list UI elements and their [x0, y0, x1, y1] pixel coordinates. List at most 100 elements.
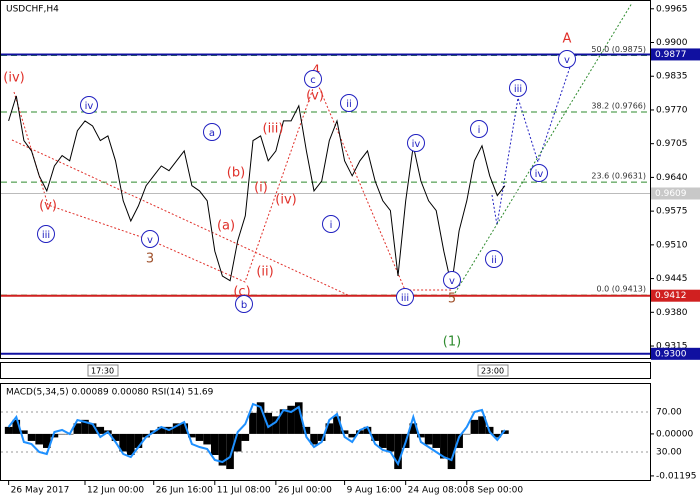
last-price-box [651, 187, 700, 200]
histogram-bar [432, 433, 441, 448]
histogram-bar [333, 416, 341, 434]
wave-label: iii [514, 84, 522, 95]
wave-label: (v) [306, 89, 324, 104]
histogram-bar [302, 426, 311, 434]
wave-circle [340, 94, 358, 112]
wave-circle [322, 215, 340, 233]
histogram-bar [233, 433, 242, 452]
wave-label: b [241, 300, 247, 311]
x-tick-label: 8 Sep 00:00 [469, 486, 524, 496]
strip-box [477, 364, 509, 377]
wave-circle [37, 225, 55, 243]
wave-label: (iv) [275, 193, 296, 208]
x-tick-label: 11 Jul 08:00 [217, 486, 271, 496]
wave-circle [80, 96, 98, 114]
histogram-bar [4, 426, 13, 434]
fib-label: 38.2 (0.9766) [591, 102, 646, 111]
histogram-bar [325, 423, 334, 434]
y-tick-label: 0.9315 [656, 342, 688, 352]
chart-title: USDCHF,H4 [6, 5, 59, 15]
histogram-bar [462, 433, 471, 435]
x-tick-label: 24 Aug 08:00 [408, 486, 469, 496]
histogram-bar [493, 433, 502, 438]
y-tick-label: 0.9510 [656, 240, 688, 250]
histogram-bar [501, 430, 509, 434]
histogram-bar [226, 433, 234, 470]
histogram-bar [218, 433, 227, 466]
fib-label: 0.0 (0.9413) [597, 285, 647, 294]
histogram-bar [241, 433, 250, 441]
forecast-path [491, 66, 571, 226]
wave-circle [407, 134, 425, 152]
histogram-bar [386, 433, 395, 452]
wave-circle [485, 250, 503, 268]
wave-label: (iii) [263, 122, 284, 137]
wave-label: i [330, 220, 333, 231]
wave-circle [396, 288, 414, 306]
wave-label: A [563, 32, 572, 47]
histogram-bar [256, 402, 265, 434]
wave-circle [509, 79, 527, 97]
y-tick-label: 0.9380 [656, 308, 688, 318]
level-box [651, 289, 700, 302]
histogram-bar [272, 416, 280, 434]
histogram-bar [478, 416, 486, 434]
histogram-bar [157, 426, 166, 434]
y-tick-label: 0.9445 [656, 274, 688, 284]
strip-label: 17:30 [91, 367, 114, 376]
x-tick-label: 26 May 2017 [11, 486, 70, 496]
wave-circle [141, 230, 159, 248]
histogram-bar [35, 433, 43, 445]
histogram-bar [264, 412, 273, 434]
histogram-bar [12, 419, 21, 434]
histogram-bar [378, 433, 387, 448]
histogram-bar [417, 433, 425, 438]
histogram-bar [81, 419, 89, 434]
wave-label: ii [491, 255, 497, 266]
wave-label: ii [346, 99, 352, 110]
wave-label: iv [85, 101, 94, 112]
y-tick-label: 0.9900 [656, 38, 688, 48]
wave-label: v [564, 55, 570, 66]
wave-label: (1) [443, 335, 461, 350]
level-label: 0.9300 [655, 349, 687, 359]
wave-label: v [147, 235, 153, 246]
histogram-bar [310, 433, 318, 445]
wave-circle [203, 123, 221, 141]
wave-label: (ii) [256, 265, 273, 280]
wave-label: (iv) [3, 71, 24, 86]
histogram-bar [111, 433, 120, 441]
x-tick-label: 9 Aug 16:00 [347, 486, 402, 496]
y-tick-label: 0.9770 [656, 105, 688, 115]
strip-label: 23:00 [481, 367, 504, 376]
fib-label: 50.0 (0.9875) [591, 45, 646, 54]
y-tick-label: 0.00000 [656, 429, 693, 439]
y-tick-label: -0.01195 [656, 471, 696, 481]
main-frame [0, 0, 651, 359]
wave-circle [470, 120, 488, 138]
histogram-bar [172, 423, 181, 434]
rsi-line [7, 402, 506, 467]
wave-circle [558, 50, 576, 68]
wave-label: (b) [227, 166, 245, 181]
histogram-bar [142, 433, 150, 438]
wave-label: 3 [146, 252, 154, 267]
wave-label: 5 [448, 292, 456, 307]
strip-box [87, 364, 119, 377]
histogram-bar [279, 409, 288, 434]
histogram-bar [363, 426, 372, 434]
wave-label: (a) [217, 219, 235, 234]
histogram-bar [371, 433, 379, 441]
histogram-bar [440, 433, 448, 459]
histogram-bar [127, 433, 135, 455]
wave-label: v [449, 276, 455, 287]
y-tick-label: 0.9965 [656, 4, 688, 14]
histogram-bar [424, 433, 433, 445]
histogram-bar [43, 433, 51, 448]
y2-tick-label: 30.00 [656, 448, 682, 458]
histogram-bar [409, 423, 418, 434]
wave-label: (v) [39, 199, 57, 214]
histogram-bar [317, 433, 326, 441]
y-tick-label: 0.9705 [656, 139, 688, 149]
